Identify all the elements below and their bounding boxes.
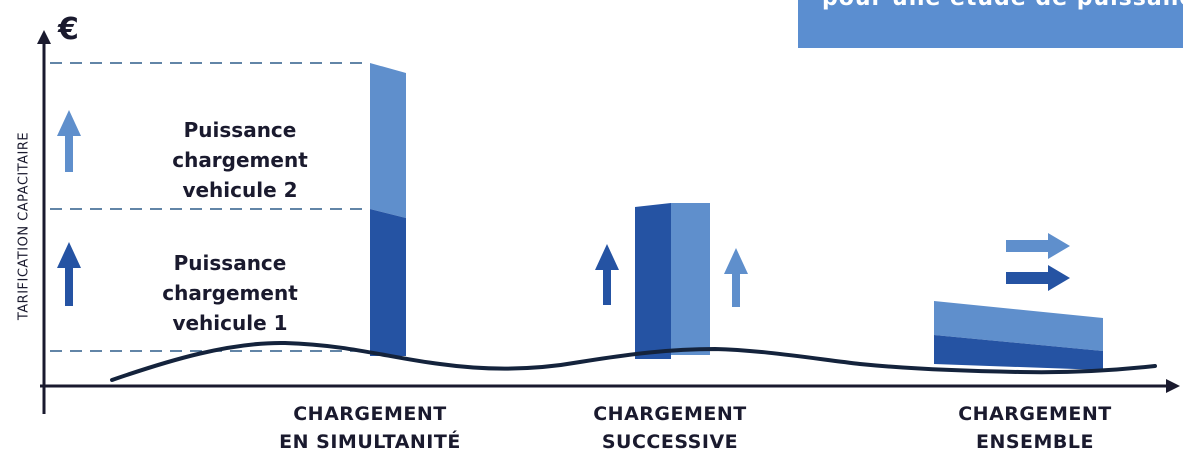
- bar-succ-vehicle1: [635, 203, 671, 359]
- banner-text: pour une etude de puissance: [822, 0, 1183, 11]
- bar-succ-vehicle2: [671, 203, 710, 355]
- arrow-up-icon: [595, 244, 619, 305]
- label-vehicle-1: Puissance chargement vehicule 1: [162, 251, 298, 335]
- arrow-right-icon: [1006, 265, 1070, 291]
- arrow-up-icon: [724, 248, 748, 307]
- bar-sim-vehicle2: [370, 63, 406, 218]
- y-axis-label: TARIFICATION CAPACITAIRE: [16, 131, 32, 321]
- arrow-up-icon: [57, 110, 81, 172]
- scenario-label-simultaneous: CHARGEMENT EN SIMULTANITÉ: [279, 403, 461, 453]
- y-axis-arrowhead: [37, 30, 51, 44]
- title-banner: pour une etude de puissance: [798, 0, 1183, 48]
- arrow-right-icon: [1006, 233, 1070, 259]
- bar-ens-vehicle1: [934, 335, 1103, 370]
- x-axis-arrowhead: [1166, 379, 1180, 393]
- bar-sim-vehicle1: [370, 209, 406, 356]
- scenario-label-together: CHARGEMENT ENSEMBLE: [958, 403, 1112, 453]
- bar-ens-vehicle2: [934, 301, 1103, 351]
- scenario-label-successive: CHARGEMENT SUCCESSIVE: [593, 403, 747, 453]
- label-vehicle-2: Puissance chargement vehicule 2: [172, 118, 308, 202]
- arrow-up-icon: [57, 242, 81, 306]
- consumption-curve: [110, 340, 1157, 382]
- euro-symbol: €: [58, 12, 79, 47]
